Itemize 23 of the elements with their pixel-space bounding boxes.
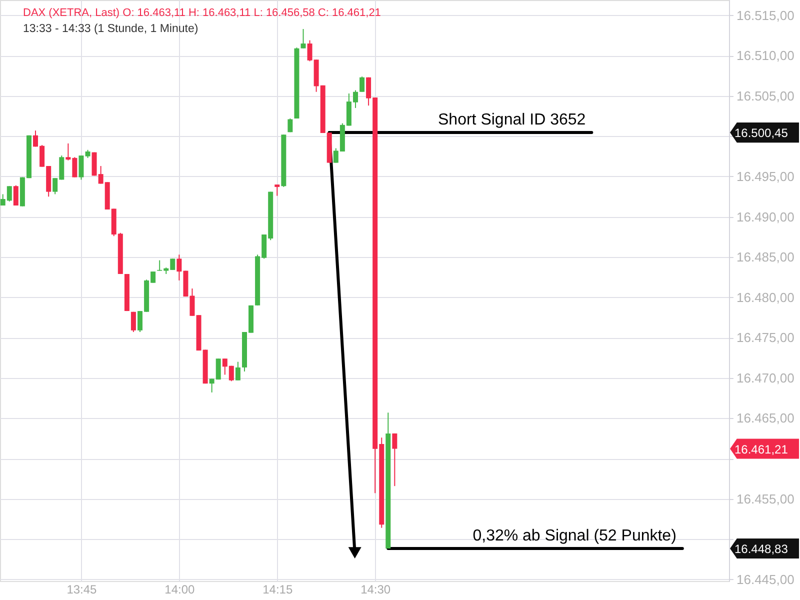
y-tick-label: 16.510,00 (736, 48, 794, 64)
x-tick-label: 14:15 (262, 582, 293, 596)
y-tick-label: 16.445,00 (736, 572, 794, 587)
y-tick-label: 16.475,00 (736, 330, 794, 346)
x-tick-label: 14:30 (360, 582, 391, 596)
text: 13:33 - 14:33 (1 Stunde, 1 Minute) (23, 23, 198, 35)
x-tick-label: 13:45 (66, 582, 98, 596)
y-tick-label: 16.465,00 (736, 410, 794, 426)
y-tick-label: 16.515,00 (736, 8, 794, 23)
y-tick-label: 16.485,00 (736, 250, 794, 265)
series-label: 0,32% ab Signal (52 Punkte) (472, 528, 676, 545)
y-tick-label: 16.495,00 (736, 168, 794, 184)
y-tick-label: 16.490,00 (736, 209, 794, 224)
y2-tick-label: 16.448,83 (734, 542, 788, 556)
x-tick-label: 14:00 (164, 582, 196, 596)
y-tick-label: 16.480,00 (736, 290, 794, 305)
text: DAX (XETRA, Last) O: 16.463,11 H: 16.463,11 L: 16.456,58 C: 16.461,21 (23, 7, 381, 19)
y2-tick-label: 16.461,21 (734, 442, 788, 456)
y-tick-label: 16.455,00 (736, 491, 794, 506)
y-tick-label: 16.505,00 (736, 88, 794, 104)
series-label: Short Signal ID 3652 (438, 112, 586, 129)
y-tick-label: 16.470,00 (736, 370, 794, 386)
y2-tick-label: 16.500,45 (734, 126, 788, 140)
